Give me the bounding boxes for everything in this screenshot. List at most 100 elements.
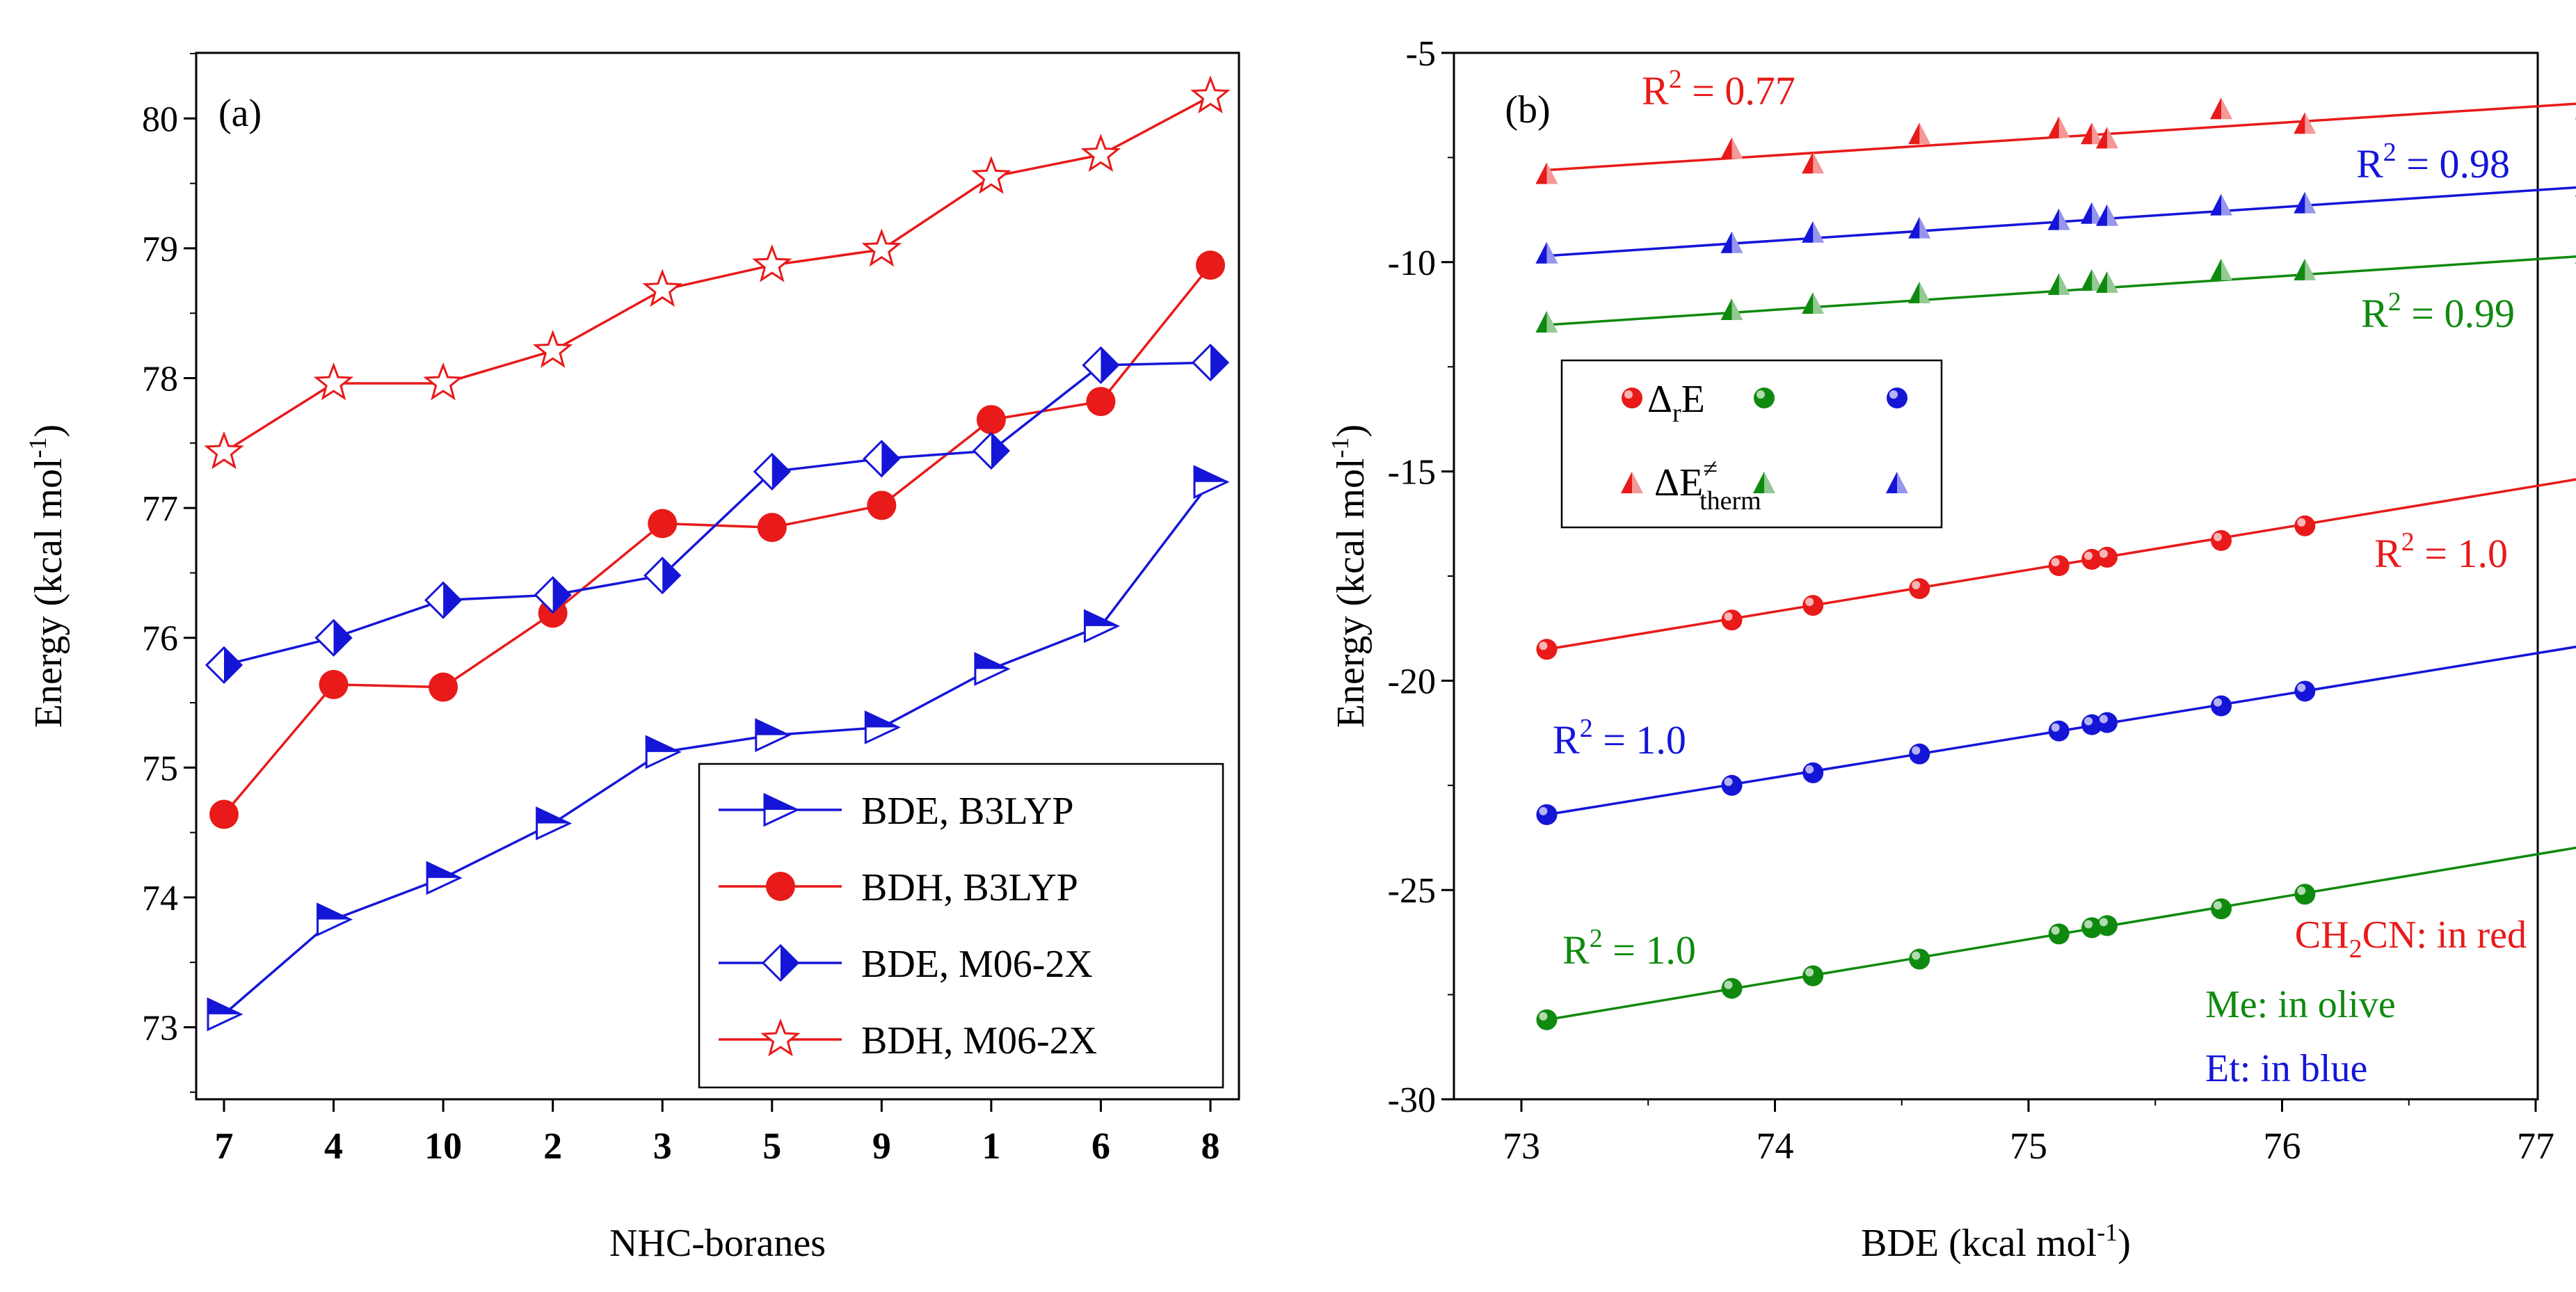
legend-marker-fill	[765, 795, 797, 810]
data-point-dark	[1908, 216, 1920, 239]
r2-prefix: R	[1562, 927, 1590, 973]
data-point-body	[2096, 915, 2118, 936]
data-point-body	[2211, 898, 2232, 920]
data-point-body	[2096, 712, 2118, 733]
data-point-body	[1721, 774, 1743, 796]
data-point-dark	[1535, 311, 1547, 333]
data-point-body	[1802, 965, 1824, 987]
data-point-dark	[2081, 269, 2093, 291]
legend-label-delta-r-e: ΔrE	[1647, 378, 1705, 428]
x-axis-title-sup: -1	[2097, 1218, 2118, 1246]
legend-ball	[1754, 388, 1775, 408]
legend-label: BDE, M06-2X	[861, 943, 1093, 986]
series-2	[205, 343, 1230, 685]
data-point-body	[1721, 609, 1743, 631]
data-point	[209, 799, 239, 829]
data-point-shine	[2099, 715, 2108, 724]
data-point-fill	[317, 904, 351, 920]
data-point	[1536, 639, 1558, 660]
data-point	[971, 156, 1011, 194]
series-line	[223, 361, 1211, 667]
data-point	[1536, 804, 1558, 825]
data-point-shine	[1805, 765, 1814, 774]
legend-ball-shine	[1624, 390, 1633, 399]
r2-value: = 0.98	[2397, 141, 2510, 186]
data-point	[2294, 515, 2316, 536]
note-ch2cn: CH2CN: in red	[2295, 914, 2527, 964]
data-point-shine	[1805, 598, 1814, 607]
x-axis-title-a: NHC-boranes	[609, 1222, 826, 1265]
data-point-shine	[2051, 557, 2060, 566]
data-point-fill	[208, 998, 241, 1014]
r2-sup: 2	[1590, 924, 1603, 953]
data-point	[2211, 529, 2232, 551]
data-point-fill	[333, 620, 351, 655]
panel-label-a: (a)	[218, 92, 262, 135]
data-point	[1536, 1009, 1558, 1030]
data-point	[1721, 774, 1743, 796]
legend-label: BDH, M06-2X	[861, 1019, 1097, 1062]
data-point-body	[1909, 578, 1930, 600]
y-axis-title-main: Energy (kcal mol	[27, 458, 70, 728]
data-point	[642, 269, 682, 308]
y-tick-label-b: -10	[1388, 244, 1436, 283]
data-point	[2048, 720, 2070, 742]
data-point-dark	[2294, 112, 2305, 134]
data-point-dark	[2081, 122, 2093, 145]
y-tick-label-a: 73	[142, 1009, 178, 1048]
data-point	[429, 672, 458, 702]
data-point-body	[1909, 948, 1930, 970]
series-b-5	[1535, 255, 2576, 333]
r-squared-annotation: R2 = 0.77	[1642, 65, 1795, 113]
data-point	[2294, 884, 2316, 905]
series-line	[223, 264, 1212, 815]
data-point	[1909, 578, 1930, 600]
note-ch: CH	[2295, 914, 2349, 957]
data-point-fill	[1085, 610, 1118, 626]
data-point-body	[1536, 639, 1558, 660]
legend-delta: Δ	[1647, 378, 1672, 421]
data-point-dark	[2081, 202, 2093, 224]
data-point	[2211, 898, 2232, 920]
data-point-body	[1802, 762, 1824, 783]
legend-neq: ≠	[1703, 454, 1718, 484]
data-point-shine	[1539, 1012, 1548, 1021]
x-tick-label-a: 2	[543, 1125, 562, 1167]
x-tick-label-a: 6	[1091, 1125, 1110, 1167]
data-point-dark	[1535, 241, 1547, 264]
data-point	[2211, 695, 2232, 717]
data-point	[2081, 548, 2103, 570]
y-axis-title-a: Energy (kcal mol-1)	[24, 424, 70, 728]
data-point-shine	[1912, 581, 1921, 590]
legend-sub-r: r	[1672, 399, 1681, 428]
fit-line	[1546, 186, 2576, 257]
data-point-fill	[224, 647, 241, 683]
y-tick-label-a: 78	[142, 360, 178, 399]
data-point	[1802, 965, 1824, 987]
data-point	[1080, 134, 1121, 173]
note-cn: CN: in red	[2362, 914, 2527, 957]
series-b-1	[1536, 644, 2576, 825]
r2-sup: 2	[1580, 714, 1593, 743]
y-axis-title-sup: -1	[24, 437, 51, 458]
y-axis-title-main: Energy (kcal mol	[1329, 458, 1373, 728]
r2-value: = 1.0	[1593, 717, 1686, 763]
data-point-fill	[552, 577, 570, 613]
data-point-shine	[2214, 532, 2223, 541]
data-point-fill	[427, 862, 461, 878]
data-point-body	[1721, 978, 1743, 999]
data-point	[757, 513, 787, 543]
r2-value: = 1.0	[1603, 927, 1696, 973]
r-squared-annotation: R2 = 0.98	[2356, 138, 2510, 186]
legend-label: BDE, B3LYP	[861, 790, 1074, 833]
data-point	[976, 405, 1006, 435]
data-point-body	[2211, 695, 2232, 717]
legend-triangle-dark	[1621, 472, 1632, 493]
data-point-dark	[1802, 292, 1814, 314]
data-point	[2096, 712, 2118, 733]
legend-triangle-dark	[1886, 472, 1897, 493]
data-point	[2096, 915, 2118, 936]
data-point-body	[1802, 595, 1824, 616]
data-point-shine	[2051, 926, 2060, 935]
